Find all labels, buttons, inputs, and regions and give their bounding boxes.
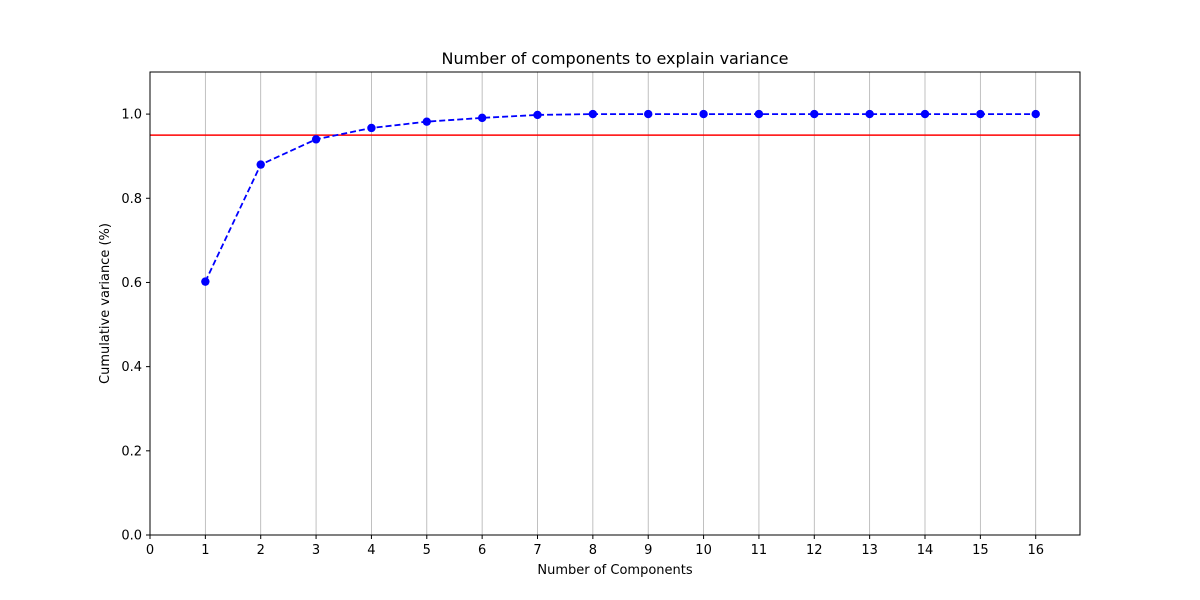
- data-point: [644, 109, 653, 119]
- x-tick-label: 16: [1027, 543, 1044, 558]
- data-point: [699, 109, 708, 119]
- data-point: [976, 109, 985, 119]
- x-tick-label: 3: [312, 543, 320, 558]
- x-tick-label: 15: [972, 543, 989, 558]
- data-point: [256, 160, 265, 169]
- x-axis: 0 1 2 3 4 5 6 7 8 9 10 11 12 13 14 15 16: [146, 535, 1044, 558]
- y-tick-label: 1.0: [121, 108, 142, 123]
- data-point: [422, 117, 431, 126]
- y-tick-label: 0.8: [121, 192, 142, 207]
- y-tick-label: 0.0: [121, 529, 142, 544]
- y-tick-label: 0.6: [121, 276, 142, 291]
- x-tick-label: 9: [644, 543, 652, 558]
- x-tick-label: 5: [423, 543, 431, 558]
- data-point: [920, 109, 930, 119]
- data-point: [201, 277, 210, 286]
- x-tick-label: 0: [146, 543, 154, 558]
- x-tick-label: 8: [589, 543, 597, 558]
- x-tick-label: 6: [478, 543, 486, 558]
- grid: [204, 72, 1037, 535]
- data-point: [311, 135, 321, 144]
- x-tick-label: 7: [533, 543, 541, 558]
- series: [201, 109, 1040, 286]
- y-tick-label: 0.2: [121, 444, 142, 459]
- plot-frame: [149, 71, 1081, 536]
- x-tick-label: 4: [367, 543, 375, 558]
- data-point: [1031, 109, 1040, 119]
- y-tick-label: 0.4: [121, 360, 142, 375]
- y-axis: 0.0 0.2 0.4 0.6 0.8 1.0: [121, 108, 150, 544]
- x-axis-title: Number of Components: [537, 563, 692, 578]
- y-axis-title: Cumulative variance (%): [98, 223, 113, 384]
- data-point: [865, 109, 874, 119]
- data-point: [754, 109, 764, 119]
- x-tick-label: 14: [917, 543, 934, 558]
- x-tick-label: 10: [695, 543, 712, 558]
- x-tick-label: 12: [806, 543, 823, 558]
- x-tick-label: 1: [201, 543, 209, 558]
- data-point: [533, 110, 542, 120]
- data-point: [477, 113, 487, 123]
- chart-title: Number of components to explain variance: [442, 49, 789, 68]
- data-point: [588, 109, 598, 119]
- x-tick-label: 13: [861, 543, 878, 558]
- x-tick-label: 11: [751, 543, 768, 558]
- data-point: [810, 109, 819, 119]
- series-line: [204, 113, 1036, 282]
- data-point: [367, 123, 376, 133]
- x-tick-label: 2: [257, 543, 265, 558]
